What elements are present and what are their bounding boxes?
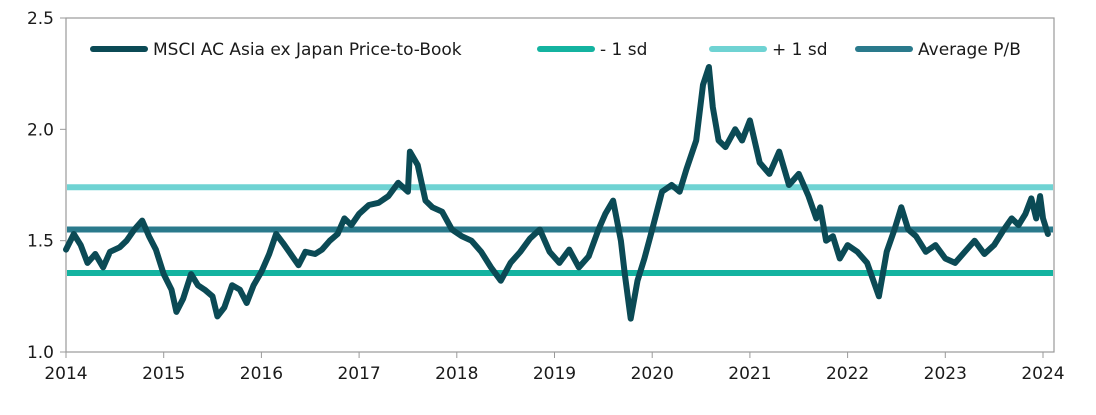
- x-axis-ticks: 2014 2015 2016 2017 2018 2019 2020 2021 2022 2023…: [44, 352, 1065, 384]
- x-tick-label: 2019: [533, 364, 576, 384]
- legend-label: Average P/B: [918, 40, 1021, 60]
- reference-lines: [67, 184, 1053, 276]
- y-tick-label: 1.0: [27, 343, 54, 363]
- x-tick-label: 2014: [44, 364, 87, 384]
- plot-frame: [65, 17, 1055, 353]
- legend-label: + 1 sd: [772, 40, 828, 60]
- x-tick-label: 2023: [924, 364, 967, 384]
- x-tick-label: 2016: [240, 364, 283, 384]
- y-axis-ticks: 1.0 1.5 2.0 2.5: [27, 9, 66, 363]
- x-tick-label: 2018: [435, 364, 478, 384]
- y-tick-label: 2.5: [27, 9, 54, 29]
- x-tick-label: 2024: [1021, 364, 1064, 384]
- legend-label: - 1 sd: [600, 40, 647, 60]
- series-line-pb: [63, 64, 1051, 322]
- legend: MSCI AC Asia ex Japan Price-to-Book - 1 s…: [90, 40, 1021, 60]
- y-tick-label: 2.0: [27, 120, 54, 140]
- series-lines: [63, 64, 1051, 322]
- x-tick-label: 2015: [142, 364, 185, 384]
- legend-label: MSCI AC Asia ex Japan Price-to-Book: [153, 40, 462, 60]
- x-tick-label: 2021: [728, 364, 771, 384]
- x-tick-label: 2017: [337, 364, 380, 384]
- x-tick-label: 2020: [631, 364, 674, 384]
- y-tick-label: 1.5: [27, 232, 54, 252]
- x-tick-label: 2022: [826, 364, 869, 384]
